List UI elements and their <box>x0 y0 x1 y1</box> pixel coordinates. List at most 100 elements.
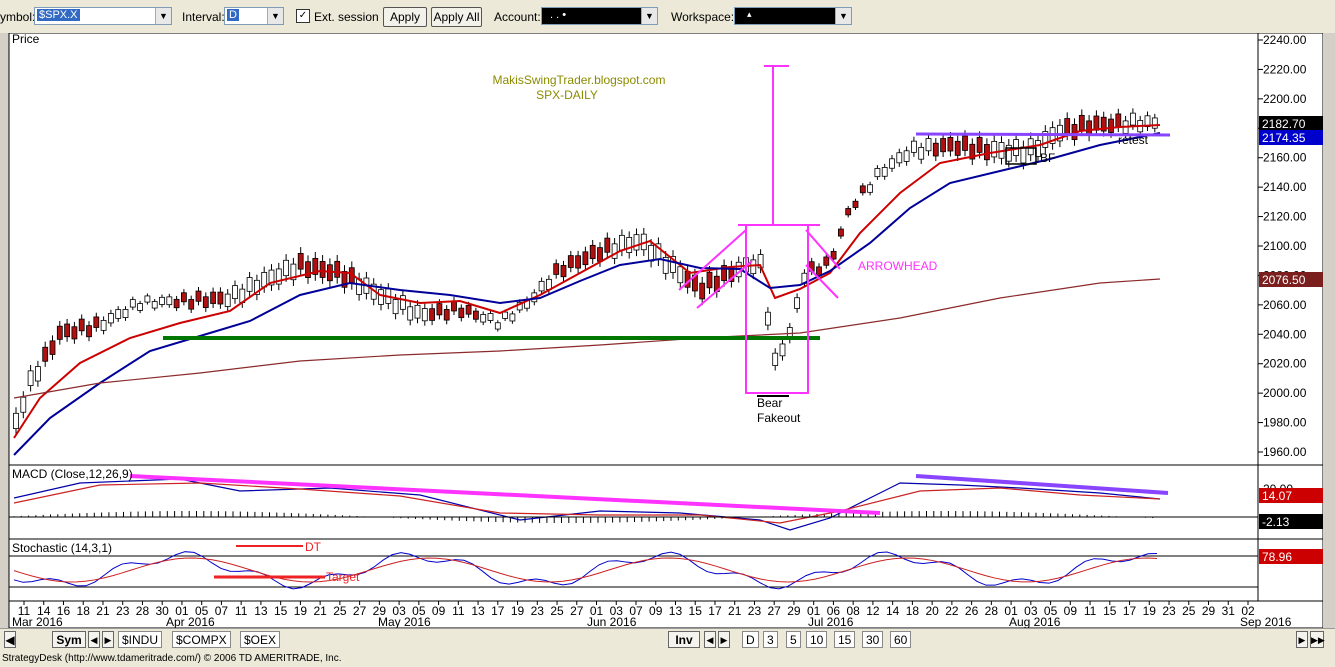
interval-combo[interactable]: D ▼ <box>224 7 284 25</box>
account-combo[interactable]: . . • ▼ <box>541 7 658 25</box>
x-month-label: Sep 2016 <box>1240 615 1292 628</box>
candle-body <box>567 255 574 268</box>
inv-button[interactable]: Inv <box>668 631 700 648</box>
price-y-tick-label: 2000.00 <box>1263 386 1307 400</box>
candle-body <box>546 278 552 290</box>
ext-session-checkbox[interactable]: ✓ <box>296 9 310 23</box>
x-day-label: 19 <box>294 604 308 618</box>
x-month-label: Jul 2016 <box>808 615 854 628</box>
x-day-label: 03 <box>610 604 624 618</box>
x-day-label: 07 <box>629 604 643 618</box>
candle-body <box>896 152 903 164</box>
candle-body <box>706 271 713 289</box>
candle-body <box>1151 117 1158 129</box>
toolbar: ymbol: $SPX.X ▼ Interval: D ▼ ✓ Ext. ses… <box>0 0 1335 34</box>
price-tag-last <box>1259 116 1323 131</box>
x-day-label: 28 <box>136 604 150 618</box>
candle-body <box>399 295 406 310</box>
interval-15[interactable]: 15 <box>834 631 856 648</box>
interval-10[interactable]: 10 <box>806 631 828 648</box>
tab-compx[interactable]: $COMPX <box>172 631 231 648</box>
x-day-label: 18 <box>906 604 920 618</box>
candle-body <box>458 307 465 319</box>
candle-body <box>611 243 618 259</box>
stoch-title: Stochastic (14,3,1) <box>12 541 112 555</box>
price-tag-ma-blue-text: 2174.35 <box>1262 131 1306 145</box>
candle-body <box>56 325 63 340</box>
candle-body <box>305 261 311 278</box>
x-month-label: Aug 2016 <box>1009 615 1061 628</box>
candle-body <box>246 277 253 292</box>
sma-long-line <box>13 278 1161 399</box>
candle-body <box>407 306 414 321</box>
prev-interval-icon[interactable]: ◀ <box>704 631 716 648</box>
workspace-combo[interactable]: ▴ ▼ <box>734 7 852 25</box>
candle-body <box>451 300 457 312</box>
interval-3[interactable]: 3 <box>763 631 778 648</box>
watermark-line1: MakisSwingTrader.blogspot.com <box>493 73 666 87</box>
candle-body <box>86 325 92 338</box>
x-day-label: 19 <box>511 604 525 618</box>
chart-area[interactable]: 2240.002220.002200.002180.002160.002140.… <box>0 33 1323 628</box>
price-y-tick-label: 2040.00 <box>1263 327 1307 341</box>
candle-body <box>108 313 114 324</box>
candle-body <box>911 140 917 153</box>
apply-button[interactable]: Apply <box>383 7 427 27</box>
x-day-label: 30 <box>156 604 170 618</box>
candle-body <box>319 261 326 278</box>
x-day-label: 23 <box>748 604 762 618</box>
interval-d[interactable]: D <box>742 631 759 648</box>
candle-body <box>334 260 341 278</box>
next-interval-icon[interactable]: ▶ <box>718 631 730 648</box>
apply-all-button[interactable]: Apply All <box>431 7 482 27</box>
interval-30[interactable]: 30 <box>862 631 884 648</box>
macd-divergence-line <box>129 474 881 515</box>
dt-label: DT <box>305 540 322 554</box>
workspace-value: ▴ <box>747 9 752 19</box>
macd-signal-line <box>13 482 1161 524</box>
candle-body <box>867 184 873 193</box>
target-label: Target <box>326 570 360 584</box>
price-tag-ma-brown <box>1259 272 1323 287</box>
left-drawing-toolbar <box>0 33 9 630</box>
symbol-combo[interactable]: $SPX.X ▼ <box>34 7 172 25</box>
candle-body <box>180 292 187 303</box>
candle-body <box>648 244 654 262</box>
price-y-tick-label: 2220.00 <box>1263 62 1307 76</box>
interval-5[interactable]: 5 <box>786 631 801 648</box>
interval-60[interactable]: 60 <box>890 631 912 648</box>
scroll-end-icon[interactable]: ▶▶ <box>1310 631 1325 648</box>
candle-body <box>575 255 581 269</box>
candle-body <box>465 304 472 315</box>
sym-button[interactable]: Sym <box>52 631 86 648</box>
candle-body <box>633 234 640 251</box>
scroll-left-icon[interactable]: ◀ <box>4 631 16 648</box>
stoch-panel[interactable] <box>8 538 1259 602</box>
x-day-label: 27 <box>353 604 367 618</box>
candle-body <box>1064 118 1071 135</box>
price-panel[interactable] <box>8 33 1259 466</box>
candle-body <box>27 370 34 386</box>
macd-line <box>13 478 1161 531</box>
scroll-right-icon[interactable]: ▶ <box>1296 631 1308 648</box>
chevron-down-icon[interactable]: ▼ <box>641 8 657 24</box>
x-day-label: 17 <box>708 604 722 618</box>
chevron-down-icon[interactable]: ▼ <box>267 8 283 24</box>
tab-oex[interactable]: $OEX <box>240 631 281 648</box>
tab-indu[interactable]: $INDU <box>118 631 163 648</box>
chevron-down-icon[interactable]: ▼ <box>155 8 171 24</box>
x-day-label: 07 <box>215 604 229 618</box>
x-day-label: 01 <box>807 604 821 618</box>
x-day-label: 29 <box>787 604 801 618</box>
x-day-label: 13 <box>471 604 485 618</box>
prev-symbol-icon[interactable]: ◀ <box>88 631 100 648</box>
candle-body <box>290 263 297 281</box>
candle-body <box>202 296 209 308</box>
next-symbol-icon[interactable]: ▶ <box>102 631 114 648</box>
x-day-label: 17 <box>491 604 505 618</box>
candle-body <box>224 293 231 307</box>
chevron-down-icon[interactable]: ▼ <box>835 8 851 24</box>
right-scrollbar[interactable] <box>1323 33 1335 630</box>
ema-slow-line <box>13 132 1161 456</box>
x-day-label: 19 <box>1143 604 1157 618</box>
